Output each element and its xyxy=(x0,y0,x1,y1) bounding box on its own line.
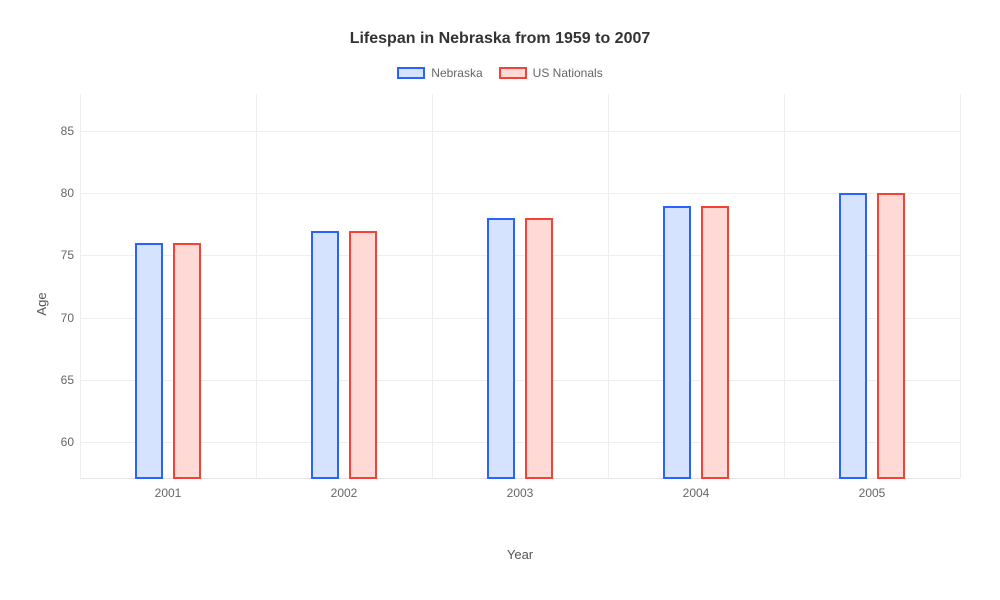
bar[interactable] xyxy=(701,206,729,479)
bar[interactable] xyxy=(349,231,377,479)
x-tick-label: 2004 xyxy=(683,486,710,500)
bars-layer xyxy=(80,94,960,479)
x-axis-label: Year xyxy=(507,547,533,562)
x-tick-label: 2002 xyxy=(331,486,358,500)
bar[interactable] xyxy=(877,193,905,479)
plot-area: Age 60657075808520012002200320042005 Yea… xyxy=(80,94,960,514)
legend-label: Nebraska xyxy=(431,66,482,80)
bar[interactable] xyxy=(311,231,339,479)
bar[interactable] xyxy=(525,218,553,479)
bar[interactable] xyxy=(839,193,867,479)
y-tick-label: 70 xyxy=(46,311,74,325)
bar[interactable] xyxy=(173,243,201,479)
vgrid-line xyxy=(960,94,961,478)
bar[interactable] xyxy=(663,206,691,479)
y-tick-label: 85 xyxy=(46,124,74,138)
y-tick-label: 75 xyxy=(46,248,74,262)
legend-label: US Nationals xyxy=(533,66,603,80)
chart-title: Lifespan in Nebraska from 1959 to 2007 xyxy=(20,30,980,48)
x-tick-label: 2001 xyxy=(155,486,182,500)
y-tick-label: 60 xyxy=(46,435,74,449)
y-tick-label: 80 xyxy=(46,186,74,200)
chart-container: Lifespan in Nebraska from 1959 to 2007 N… xyxy=(0,0,1000,600)
x-tick-label: 2005 xyxy=(859,486,886,500)
y-tick-label: 65 xyxy=(46,373,74,387)
legend-item-nebraska[interactable]: Nebraska xyxy=(397,66,482,80)
legend-swatch-icon xyxy=(499,67,527,79)
legend-swatch-icon xyxy=(397,67,425,79)
legend-item-us-nationals[interactable]: US Nationals xyxy=(499,66,603,80)
x-tick-label: 2003 xyxy=(507,486,534,500)
bar[interactable] xyxy=(135,243,163,479)
legend: Nebraska US Nationals xyxy=(20,66,980,80)
bar[interactable] xyxy=(487,218,515,479)
